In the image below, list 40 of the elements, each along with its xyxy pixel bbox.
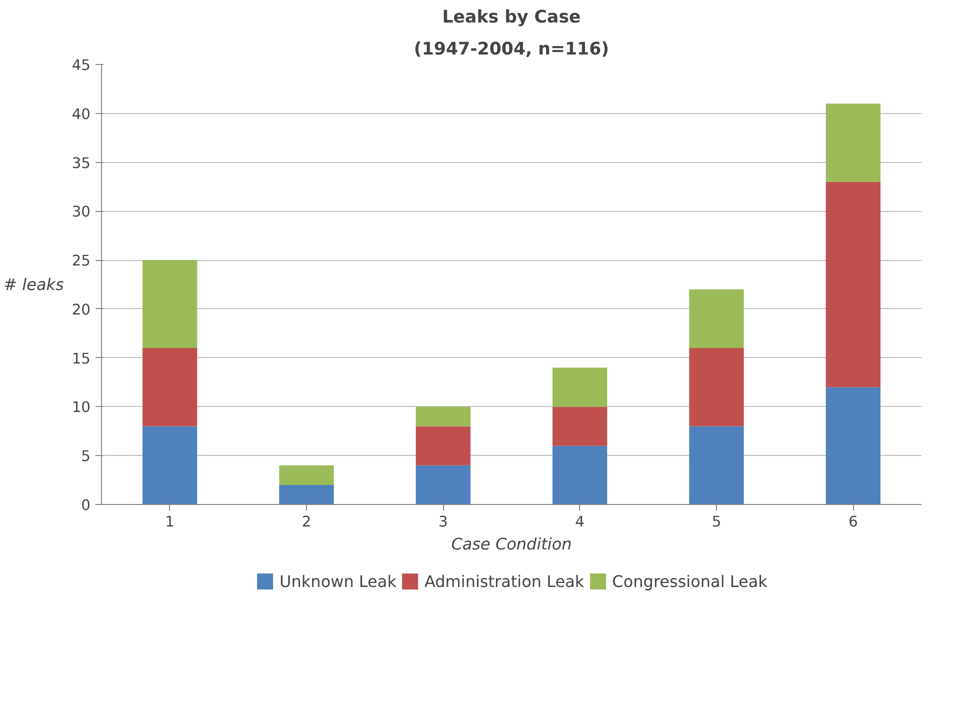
bar: [826, 387, 880, 504]
bar: [552, 368, 608, 407]
y-tick-label: 20: [72, 301, 91, 318]
bar: [826, 182, 880, 388]
y-tick-label: 30: [72, 204, 91, 221]
x-tick-label: 3: [438, 514, 448, 530]
bar: [552, 446, 608, 504]
x-axis-title: Case Condition: [451, 534, 572, 554]
bar: [142, 348, 198, 426]
y-tick-label: 25: [72, 252, 91, 270]
bar: [826, 104, 880, 182]
x-tick-label: 2: [302, 514, 312, 530]
legend-label: Congressional Leak: [612, 572, 768, 590]
bar: [689, 426, 744, 504]
chart-subtitle: (1947-2004, n=116): [414, 40, 610, 60]
bar: [279, 465, 334, 485]
bar: [142, 426, 198, 504]
bar: [416, 426, 470, 466]
y-tick-label: 10: [72, 399, 91, 416]
bar: [416, 465, 470, 504]
y-tick-label: 45: [72, 57, 91, 74]
x-tick-label: 4: [575, 514, 584, 530]
x-tick-label: 5: [712, 514, 722, 530]
legend-label: Unknown Leak: [280, 572, 396, 590]
bar: [279, 484, 334, 504]
y-tick-label: 0: [81, 497, 91, 514]
x-tick-label: 1: [165, 514, 174, 530]
bar: [416, 406, 470, 426]
x-tick-label: 6: [848, 514, 858, 530]
bar: [142, 260, 198, 348]
bar: [689, 348, 744, 426]
y-tick-label: 40: [72, 106, 91, 123]
legend-label: Administration Leak: [424, 572, 584, 590]
bar: [689, 289, 744, 348]
y-tick-label: 15: [72, 350, 91, 368]
y-axis-title: # leaks: [4, 275, 64, 294]
y-tick-label: 35: [72, 154, 91, 172]
y-tick-label: 5: [81, 448, 91, 466]
bar: [552, 406, 608, 446]
chart-title: Leaks by Case: [442, 8, 581, 28]
